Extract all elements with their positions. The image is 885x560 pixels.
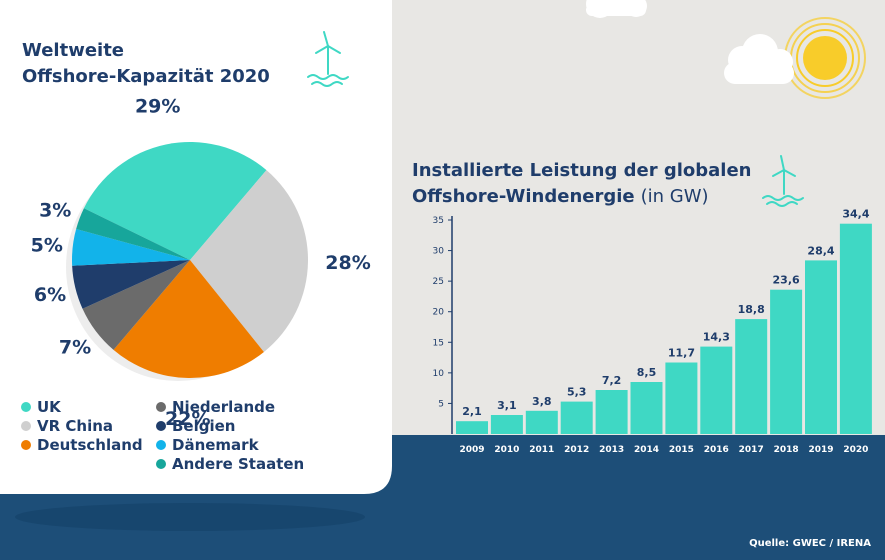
legend-swatch-deutschland <box>21 440 31 450</box>
legend-swatch-vr-china <box>21 421 31 431</box>
y-tick-label: 25 <box>433 277 444 287</box>
x-tick-label-2013: 2013 <box>599 445 624 455</box>
bar-chart: 5 10 15 20 25 30 35 2,1 2009 3,1 2010 3,8 2011 5,3 201… <box>433 208 872 455</box>
pie-slice-deutschland <box>113 260 264 378</box>
x-tick-label-2018: 2018 <box>774 445 799 455</box>
bar-value-label-2013: 7,2 <box>602 374 622 387</box>
pie-title-line-1: Weltweite <box>22 40 124 61</box>
x-tick-label-2011: 2011 <box>529 445 554 455</box>
legend-swatch-andere-staaten <box>156 459 166 469</box>
legend-label-niederlande: Niederlande <box>172 398 275 416</box>
bar-value-label-2019: 28,4 <box>807 244 834 257</box>
bar-value-label-2014: 8,5 <box>637 366 657 379</box>
y-tick-label: 5 <box>438 399 444 409</box>
source-label: Quelle: GWEC / IRENA <box>749 538 871 549</box>
bar-2016 <box>700 346 733 434</box>
pie-slice-andere-staaten <box>76 208 190 260</box>
bar-title-main: Offshore-Windenergie <box>412 186 635 207</box>
bar-2019 <box>805 260 837 434</box>
pie-label-andere-staaten: 3% <box>39 199 71 221</box>
y-tick-label: 30 <box>433 247 445 257</box>
pie-label-dänemark: 5% <box>31 234 63 256</box>
pie-label-belgien: 6% <box>34 284 66 306</box>
x-tick-label-2009: 2009 <box>459 445 484 455</box>
pie-label-vr-china: 28% <box>325 252 370 274</box>
bar-value-label-2017: 18,8 <box>738 303 765 316</box>
legend-swatch-dänemark <box>156 440 166 450</box>
legend-label-uk: UK <box>37 398 62 416</box>
y-tick-label: 10 <box>433 369 445 379</box>
x-tick-label-2016: 2016 <box>704 445 729 455</box>
bar-2014 <box>630 382 663 434</box>
y-tick-label: 15 <box>433 338 444 348</box>
x-tick-label-2015: 2015 <box>669 445 694 455</box>
bar-2018 <box>770 289 803 434</box>
pie-label-niederlande: 7% <box>59 337 91 359</box>
y-tick-label: 35 <box>433 216 444 226</box>
bar-2020 <box>839 223 872 434</box>
bar-2011 <box>525 410 558 434</box>
bar-value-label-2016: 14,3 <box>703 331 730 344</box>
legend-swatch-uk <box>21 402 31 412</box>
legend-swatch-belgien <box>156 421 166 431</box>
y-tick-label: 20 <box>433 308 445 318</box>
x-tick-label-2014: 2014 <box>634 445 659 455</box>
bar-2012 <box>560 401 593 434</box>
bar-value-label-2009: 2,1 <box>462 405 482 418</box>
bar-title-line-1: Installierte Leistung der globalen <box>412 160 751 181</box>
legend-label-vr-china: VR China <box>37 417 113 435</box>
pie-label-deutschland: 22% <box>165 408 210 430</box>
legend-label-deutschland: Deutschland <box>37 436 143 454</box>
x-tick-label-2020: 2020 <box>843 445 868 455</box>
bar-value-label-2015: 11,7 <box>668 347 695 360</box>
bar-title-unit: (in GW) <box>641 186 709 207</box>
x-tick-label-2017: 2017 <box>739 445 764 455</box>
bar-value-label-2012: 5,3 <box>567 386 587 399</box>
card-shadow <box>15 503 365 531</box>
wind-turbine-icon <box>307 31 349 87</box>
bar-value-label-2010: 3,1 <box>497 399 517 412</box>
bar-title-line-2: Offshore-Windenergie (in GW) <box>412 186 709 207</box>
bar-value-label-2020: 34,4 <box>842 208 869 221</box>
bar-2017 <box>735 319 768 434</box>
bar-2009 <box>456 421 488 434</box>
pie-title-line-2: Offshore-Kapazität 2020 <box>22 66 270 87</box>
pie-slice-belgien <box>72 260 190 309</box>
pie-labels: 29% 28% 22% 7% 6% 5% 3% <box>31 95 371 430</box>
legend-label-belgien: Belgien <box>172 417 235 435</box>
bar-2015 <box>665 362 698 434</box>
pie-chart <box>71 141 308 378</box>
x-tick-label-2019: 2019 <box>808 445 833 455</box>
wind-turbine-icon <box>762 155 804 207</box>
bar-value-label-2018: 23,6 <box>773 274 800 287</box>
x-tick-label-2012: 2012 <box>564 445 589 455</box>
bar-value-label-2011: 3,8 <box>532 395 552 408</box>
x-tick-label-2010: 2010 <box>494 445 519 455</box>
pie-label-uk: 29% <box>135 95 180 117</box>
bar-2010 <box>490 415 523 434</box>
bar-2013 <box>595 390 628 434</box>
sun-icon <box>784 17 866 99</box>
pie-slice-vr-china <box>190 170 308 352</box>
pie-slice-dänemark <box>71 229 190 266</box>
cloud-icon <box>586 0 647 18</box>
pie-slice-uk <box>83 141 267 260</box>
cloud-icon <box>724 34 794 84</box>
legend-label-dänemark: Dänemark <box>172 436 260 454</box>
pie-slice-niederlande <box>82 260 190 350</box>
legend-label-andere-staaten: Andere Staaten <box>172 455 304 473</box>
legend-swatch-niederlande <box>156 402 166 412</box>
